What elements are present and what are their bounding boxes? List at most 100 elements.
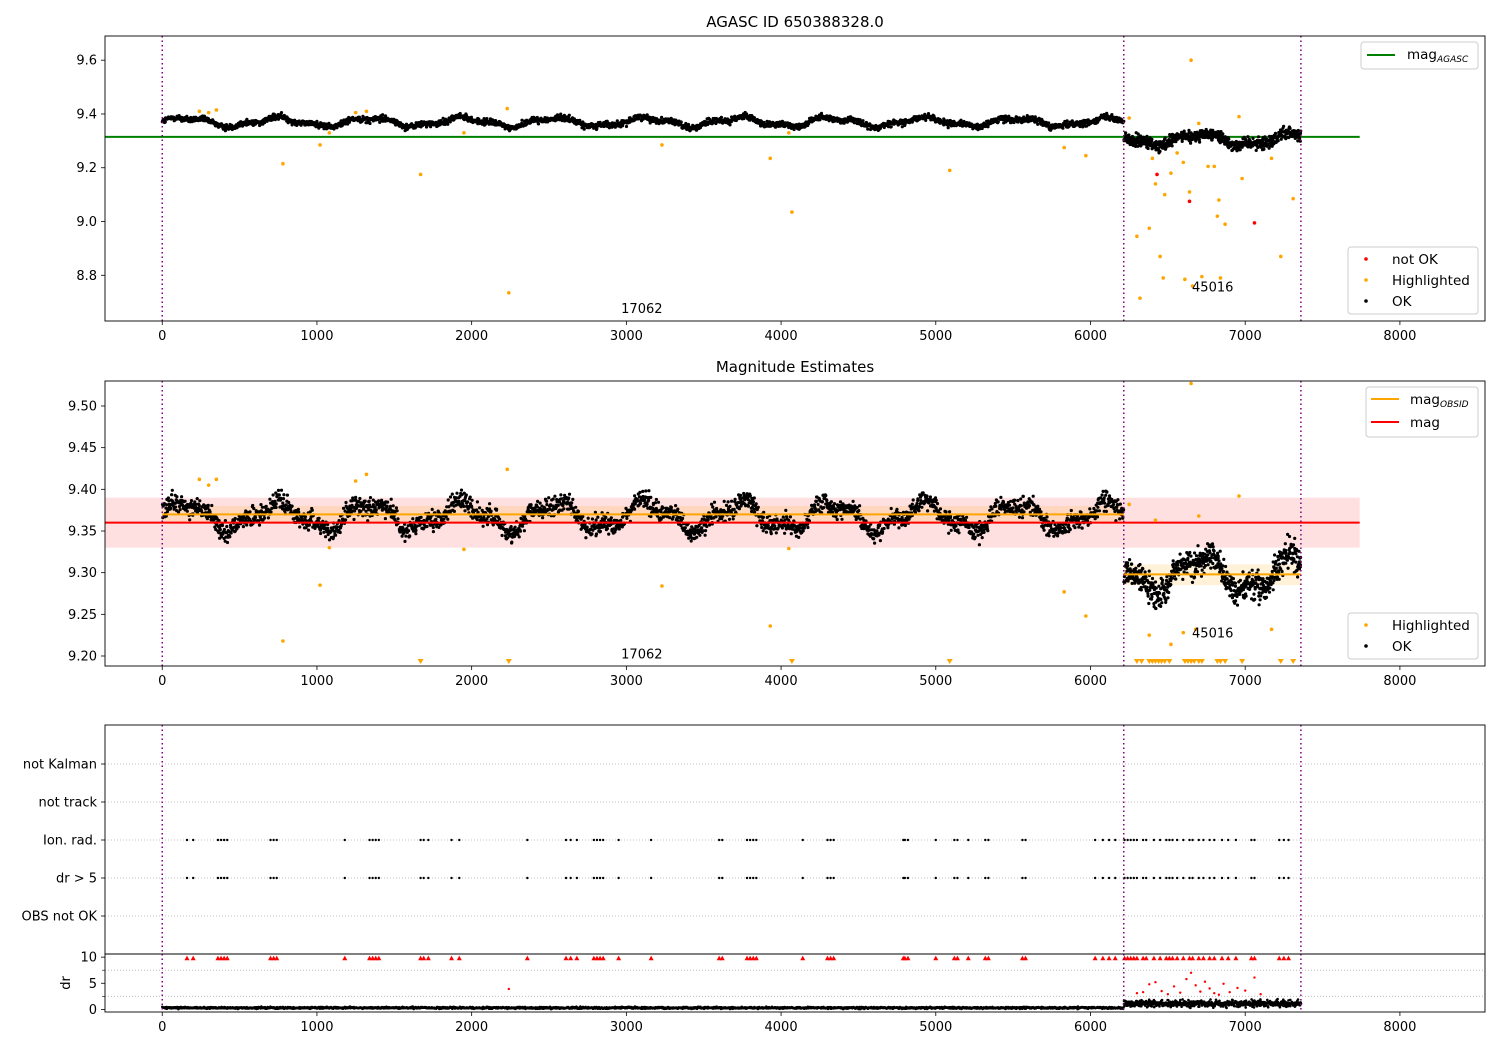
ok-point — [307, 523, 311, 527]
ok-point — [1180, 139, 1184, 143]
highlighted-point — [1206, 164, 1210, 169]
ok-point — [386, 500, 390, 504]
x-tick-label: 8000 — [1383, 329, 1416, 344]
ok-point — [228, 535, 232, 539]
legend-marker — [1364, 278, 1368, 282]
highlighted-point — [1183, 277, 1187, 282]
ok-point — [705, 524, 709, 529]
ok-point — [494, 119, 498, 123]
ok-point — [1227, 137, 1231, 141]
ok-point — [303, 515, 307, 519]
ok-point — [1007, 114, 1011, 118]
ok-point — [367, 499, 371, 503]
y-tick-label: 8.8 — [76, 269, 97, 284]
ok-point — [547, 496, 551, 500]
ok-point — [596, 515, 600, 519]
ok-point — [551, 497, 555, 501]
y-tick-label: 9.40 — [68, 483, 97, 498]
ok-point — [730, 499, 734, 503]
ok-point — [407, 529, 411, 533]
ok-point — [671, 515, 675, 519]
x-tick-label: 0 — [158, 674, 166, 689]
ok-point — [359, 509, 363, 513]
highlighted-point — [1135, 234, 1139, 239]
ok-point — [1150, 137, 1154, 141]
highlighted-point — [1181, 160, 1186, 165]
ok-point — [271, 493, 275, 497]
highlighted-point — [1150, 156, 1155, 161]
highlighted-point — [787, 130, 791, 135]
ok-point — [818, 118, 822, 122]
highlighted-point — [1169, 171, 1173, 175]
ok-point — [1170, 144, 1174, 148]
ok-point — [168, 506, 172, 510]
ok-point — [414, 528, 418, 533]
ok-point — [298, 525, 302, 529]
ok-point — [262, 516, 267, 520]
ok-point — [277, 493, 281, 497]
ok-point — [455, 491, 459, 495]
ok-point — [356, 503, 360, 507]
ok-point — [245, 117, 249, 121]
ok-point — [559, 112, 563, 116]
ok-point — [660, 115, 664, 119]
ok-point — [381, 113, 385, 117]
x-tick-label: 8000 — [1383, 674, 1416, 689]
x-tick-label: 3000 — [610, 674, 643, 689]
highlighted-point — [353, 110, 358, 115]
x-tick-label: 3000 — [610, 329, 643, 344]
ok-point — [1238, 148, 1242, 152]
ok-point — [1276, 139, 1280, 143]
ok-point — [1246, 135, 1250, 139]
ok-point — [590, 532, 594, 536]
ok-point — [1158, 149, 1162, 153]
x-tick-label: 0 — [158, 329, 166, 344]
ok-point — [595, 127, 599, 131]
ok-point — [391, 504, 395, 508]
ok-point — [578, 118, 582, 122]
ok-point — [509, 525, 513, 529]
ok-point — [281, 501, 285, 505]
ok-point — [1189, 141, 1193, 145]
ok-point — [556, 503, 560, 507]
ok-point — [732, 507, 736, 511]
ok-point — [185, 509, 189, 513]
panel2-plot: 0 1000 2000 3000 4000 5000 6000 7000 80009.209.2… — [68, 380, 1486, 689]
ok-point — [198, 499, 202, 503]
ok-point — [737, 500, 741, 505]
ok-point — [1065, 119, 1069, 123]
ok-point — [358, 496, 362, 501]
ok-point — [714, 515, 718, 519]
ok-point — [581, 514, 585, 519]
ok-point — [541, 516, 545, 520]
legend-marker — [1364, 299, 1368, 303]
ok-point — [488, 502, 492, 506]
ok-point — [281, 497, 286, 501]
highlighted-point — [1147, 226, 1152, 231]
ok-point — [441, 116, 445, 120]
ok-point — [1061, 126, 1065, 130]
ok-point — [598, 529, 603, 534]
ok-point — [923, 112, 927, 116]
ok-point — [206, 503, 210, 507]
ok-point — [290, 504, 294, 508]
y-tick-label: 9.20 — [68, 650, 97, 665]
ok-point — [351, 496, 355, 500]
ok-point — [722, 499, 726, 503]
ok-point — [395, 509, 399, 513]
ok-point — [446, 517, 450, 521]
ok-point — [584, 536, 588, 540]
highlighted-point — [318, 143, 322, 147]
ok-point — [594, 518, 598, 522]
ok-point — [269, 510, 273, 514]
x-tick-label: 4000 — [765, 329, 798, 344]
ok-point — [513, 525, 517, 529]
ok-point — [414, 532, 418, 536]
highlighted-point — [768, 156, 773, 161]
ok-point — [344, 500, 348, 505]
ok-point — [218, 528, 222, 532]
ok-point — [609, 516, 613, 520]
ok-point — [350, 499, 354, 503]
highlighted-point — [1291, 196, 1295, 201]
ok-point — [661, 506, 665, 510]
